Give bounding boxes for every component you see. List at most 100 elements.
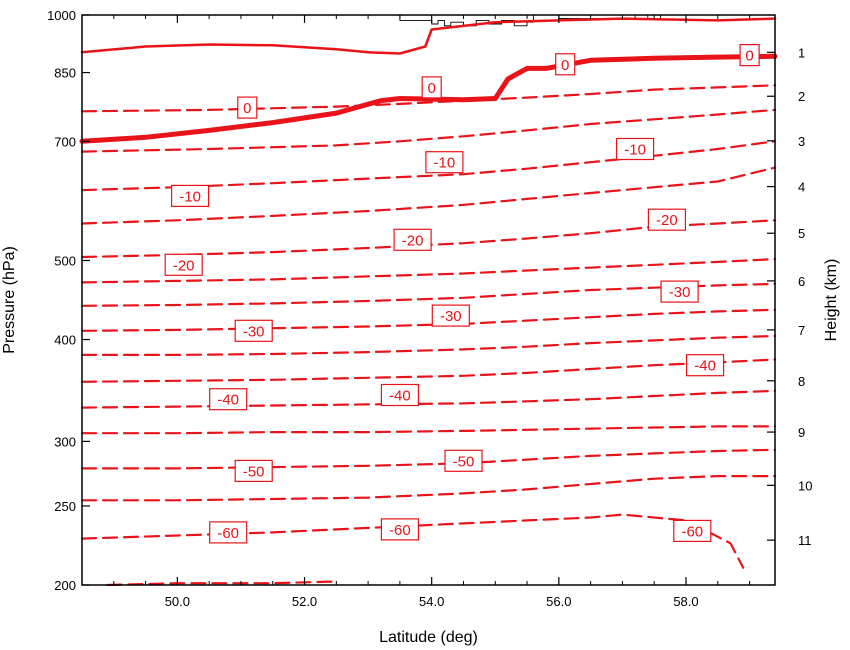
contour-label-text: -50 bbox=[243, 463, 265, 480]
contour-label-box bbox=[555, 53, 576, 76]
plot-frame bbox=[81, 14, 776, 586]
contour-label-3: -50 bbox=[234, 459, 273, 482]
contour-label-9: -30 bbox=[431, 304, 470, 327]
y2-tick-label: 1 bbox=[798, 45, 805, 60]
contour-label-text: -40 bbox=[694, 358, 716, 375]
contour-label-box bbox=[431, 304, 470, 327]
y2-tick-label: 9 bbox=[798, 425, 805, 440]
y2-tick-label: 3 bbox=[798, 134, 805, 149]
x-tick-label: 56.0 bbox=[546, 594, 571, 609]
contour-label-text: -10 bbox=[624, 142, 646, 159]
contour-line--40-12 bbox=[80, 389, 777, 409]
contour-line-0-1 bbox=[80, 17, 777, 55]
contour-label-text: -30 bbox=[440, 308, 462, 325]
contour-label-19: 0 bbox=[555, 53, 576, 76]
terrain-layer bbox=[82, 14, 775, 27]
y-tick-label: 300 bbox=[54, 434, 76, 449]
y-tick-label: 250 bbox=[54, 499, 76, 514]
contour-line--10-4 bbox=[80, 140, 777, 192]
contour-label-box bbox=[209, 521, 248, 544]
y-tick-label: 850 bbox=[54, 66, 76, 81]
contour-line--50-14 bbox=[80, 448, 777, 470]
contour-line--30-8 bbox=[80, 282, 777, 307]
contour-label-text: 0 bbox=[428, 80, 436, 97]
contour-label-box bbox=[234, 319, 273, 342]
y-tick-label: 200 bbox=[54, 578, 76, 593]
contour-line--20-6 bbox=[80, 219, 777, 259]
contour-label-text: -30 bbox=[669, 284, 691, 301]
contour-label-text: -60 bbox=[217, 525, 239, 542]
y2-tick-label: 7 bbox=[798, 323, 805, 338]
axes-layer: 50.0 52.0 54.0 56.0 58.020025030040050070085… bbox=[47, 8, 812, 609]
contour-label-text: -10 bbox=[179, 188, 201, 205]
y2-tick-label: 2 bbox=[798, 89, 805, 104]
y2-tick-label: 8 bbox=[798, 374, 805, 389]
x-tick-label: 50.0 bbox=[165, 594, 190, 609]
contour-line--40-11 bbox=[80, 358, 777, 383]
contour-label-10: -30 bbox=[660, 280, 699, 303]
contour-label-box bbox=[647, 208, 687, 231]
y2-tick-label: 4 bbox=[798, 180, 805, 195]
contour-label-8: -30 bbox=[234, 319, 273, 342]
contour-label-box bbox=[380, 383, 419, 407]
contour-label-box bbox=[209, 388, 248, 411]
contour-line--60-15 bbox=[80, 475, 777, 502]
contour-label-text: -40 bbox=[389, 388, 411, 405]
y-tick-label: 400 bbox=[54, 333, 76, 348]
contour-label-text: 0 bbox=[745, 48, 753, 65]
contour-label-text: -20 bbox=[656, 212, 678, 229]
contour-line--50-13 bbox=[80, 425, 777, 435]
y-tick-label: 1000 bbox=[47, 8, 76, 23]
contour-label-15: -10 bbox=[425, 151, 464, 174]
x-axis-title: Latitude (deg) bbox=[379, 629, 478, 646]
x-tick-label: 54.0 bbox=[419, 594, 444, 609]
contour-label-4: -50 bbox=[444, 449, 483, 472]
contour-label-14: -10 bbox=[171, 184, 210, 207]
contour-labels-layer: -60 -60 -60 -50 -50 -40 -40 -40 -30 -30 -30 -20 -20 -… bbox=[164, 43, 760, 544]
contour-label-6: -40 bbox=[380, 383, 419, 407]
y-tick-label: 700 bbox=[54, 134, 76, 149]
y-axis-title: Pressure (hPa) bbox=[1, 246, 18, 354]
contour-label-text: -60 bbox=[681, 523, 703, 540]
contour-label-text: -20 bbox=[173, 257, 195, 274]
contour-label-11: -20 bbox=[164, 253, 203, 276]
contour-label-text: -10 bbox=[434, 155, 456, 172]
contour-label-text: -60 bbox=[389, 522, 411, 539]
contour-label-text: 0 bbox=[243, 100, 251, 117]
contour-label-17: 0 bbox=[237, 96, 258, 119]
contour-label-0: -60 bbox=[209, 521, 248, 544]
contour-line--40-10 bbox=[80, 334, 777, 356]
contour-label-7: -40 bbox=[685, 354, 725, 377]
contour-label-20: 0 bbox=[739, 43, 760, 67]
x-tick-label: 52.0 bbox=[292, 594, 317, 609]
contour-label-13: -20 bbox=[647, 208, 687, 231]
terrain-line bbox=[82, 14, 775, 27]
contour-label-box bbox=[615, 137, 655, 161]
contour-label-5: -40 bbox=[209, 388, 248, 411]
contour-lines-layer bbox=[79, 17, 778, 587]
contour-label-text: -30 bbox=[243, 323, 265, 340]
contour-label-text: 0 bbox=[561, 57, 569, 74]
contour-label-box bbox=[164, 253, 203, 276]
contour-line-0-0 bbox=[79, 53, 778, 144]
contour-label-box bbox=[444, 449, 483, 472]
contour-label-box bbox=[380, 518, 419, 541]
contour-label-2: -60 bbox=[673, 519, 712, 543]
contour-label-text: -20 bbox=[402, 232, 424, 249]
y-tick-label: 500 bbox=[54, 253, 76, 268]
contour-label-box bbox=[234, 459, 273, 482]
y2-tick-label: 5 bbox=[798, 226, 805, 241]
y2-axis-title: Height (km) bbox=[823, 259, 840, 342]
contour-label-16: -10 bbox=[615, 137, 655, 161]
contour-label-18: 0 bbox=[421, 76, 442, 99]
contour-label-1: -60 bbox=[380, 518, 419, 541]
contour-label-box bbox=[171, 184, 210, 207]
contour-label-box bbox=[237, 96, 258, 119]
contour-label-box bbox=[660, 280, 699, 303]
y2-tick-label: 6 bbox=[798, 274, 805, 289]
contour-label-box bbox=[421, 76, 442, 99]
contour-line--10-2 bbox=[80, 84, 777, 113]
contour-label-box bbox=[425, 151, 464, 174]
y2-tick-label: 10 bbox=[798, 478, 812, 493]
